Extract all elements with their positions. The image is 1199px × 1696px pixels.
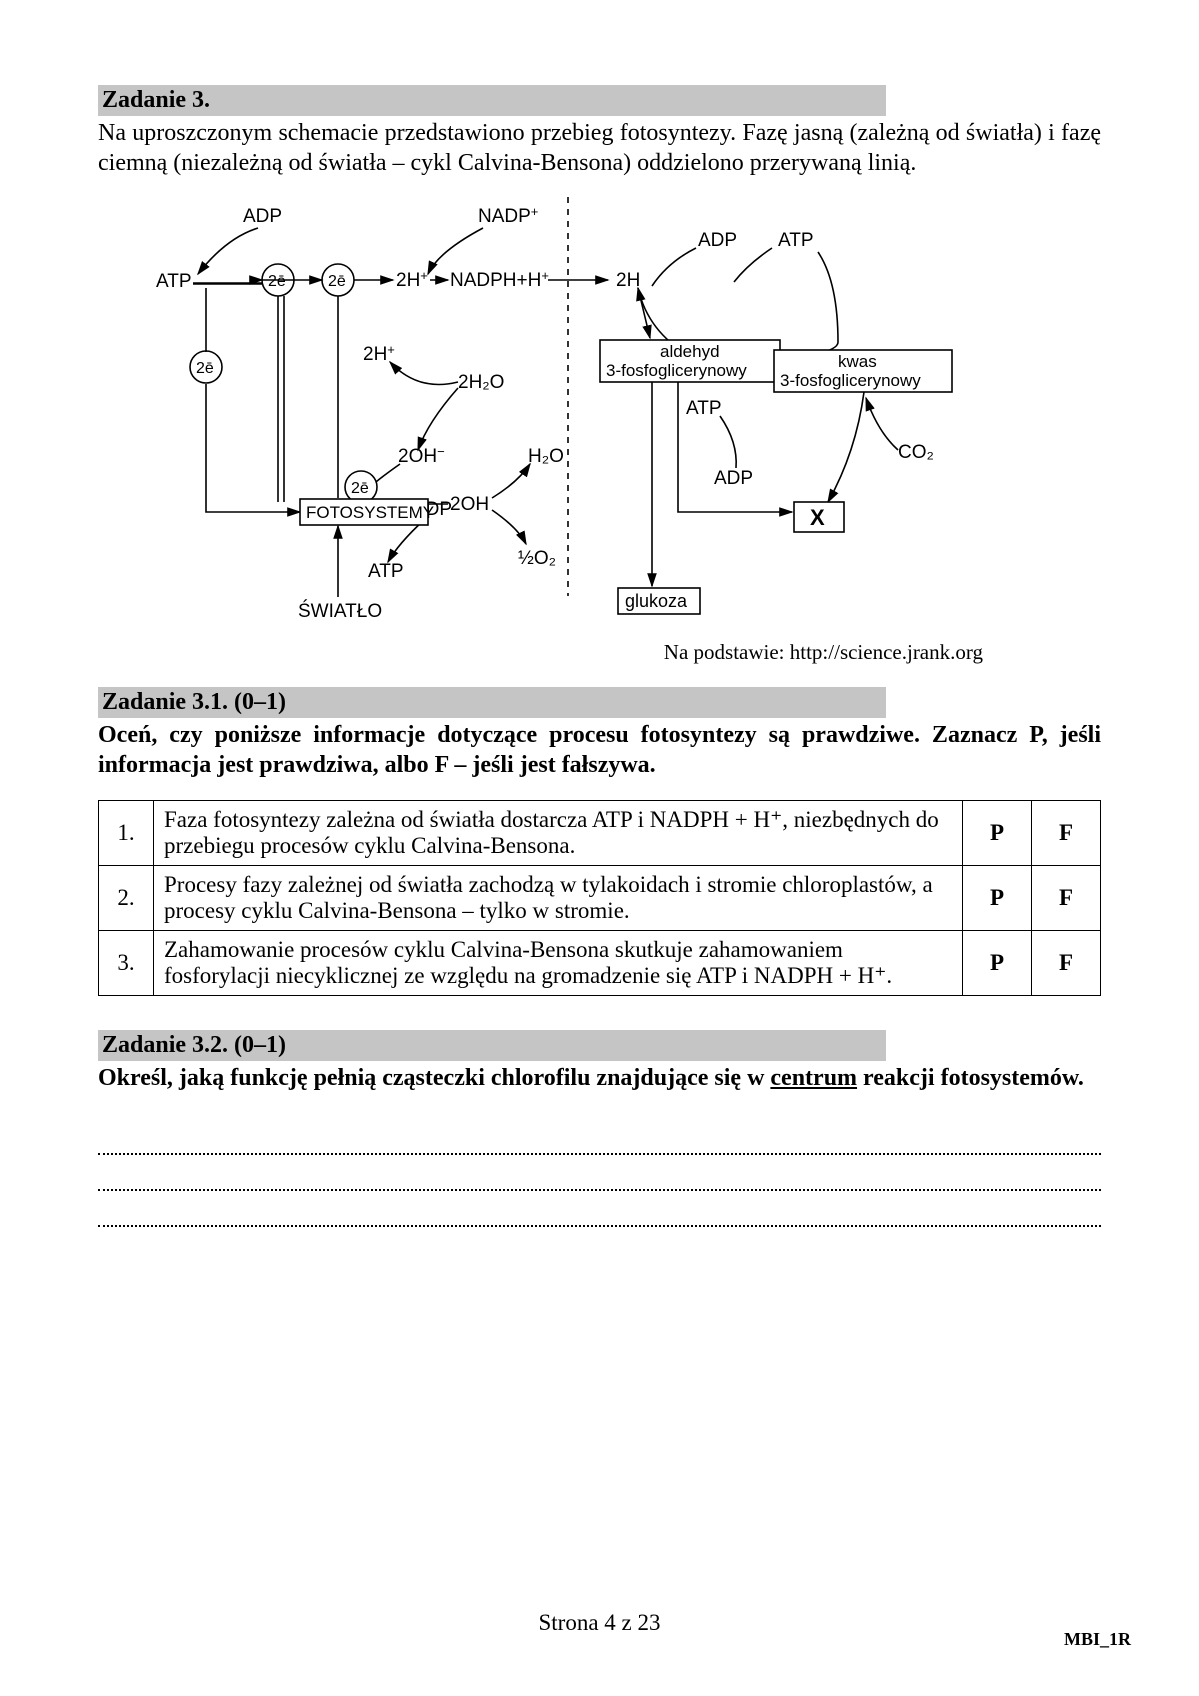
- diagram-source: Na podstawie: http://science.jrank.org: [98, 640, 1101, 665]
- svg-text:NADP+: NADP+: [478, 204, 538, 227]
- row-number: 2.: [99, 866, 154, 931]
- svg-text:ATP: ATP: [778, 230, 814, 251]
- row-text: Procesy fazy zależnej od światła zachodz…: [154, 866, 963, 931]
- task3-header: Zadanie 3.: [98, 85, 886, 116]
- table-row: 2. Procesy fazy zależnej od światła zach…: [99, 866, 1101, 931]
- svg-text:ŚWIATŁO: ŚWIATŁO: [298, 600, 382, 622]
- table-row: 1. Faza fotosyntezy zależna od światła d…: [99, 801, 1101, 866]
- svg-text:X: X: [810, 505, 825, 530]
- svg-text:2ē: 2ē: [328, 273, 346, 290]
- svg-text:½O₂: ½O₂: [518, 548, 556, 569]
- answer-lines[interactable]: [98, 1125, 1101, 1227]
- option-f[interactable]: F: [1032, 931, 1101, 996]
- svg-text:3-fosfoglicerynowy: 3-fosfoglicerynowy: [606, 361, 747, 380]
- page-number: Strona 4 z 23: [0, 1610, 1199, 1636]
- svg-text:ADP: ADP: [698, 230, 737, 251]
- svg-text:2H+: 2H+: [363, 342, 395, 365]
- svg-text:H₂O: H₂O: [528, 446, 564, 467]
- svg-text:ATP: ATP: [368, 561, 404, 582]
- svg-text:glukoza: glukoza: [625, 591, 688, 611]
- svg-text:2H₂O: 2H₂O: [458, 372, 504, 393]
- row-text: Faza fotosyntezy zależna od światła dost…: [154, 801, 963, 866]
- svg-text:2H: 2H: [616, 270, 640, 291]
- svg-text:FOTOSYSTEMY: FOTOSYSTEMY: [306, 503, 434, 522]
- svg-text:2OH−: 2OH−: [398, 444, 445, 467]
- task3-intro: Na uproszczonym schemacie przedstawiono …: [98, 118, 1101, 178]
- row-number: 3.: [99, 931, 154, 996]
- svg-text:ATP: ATP: [156, 271, 192, 292]
- task31-header: Zadanie 3.1. (0–1): [98, 687, 886, 718]
- row-text: Zahamowanie procesów cyklu Calvina-Benso…: [154, 931, 963, 996]
- row-number: 1.: [99, 801, 154, 866]
- svg-text:ATP: ATP: [686, 398, 722, 419]
- option-f[interactable]: F: [1032, 801, 1101, 866]
- svg-text:2ē: 2ē: [196, 360, 214, 377]
- svg-text:2H+: 2H+: [396, 268, 428, 291]
- table-row: 3. Zahamowanie procesów cyklu Calvina-Be…: [99, 931, 1101, 996]
- task32-header: Zadanie 3.2. (0–1): [98, 1030, 886, 1061]
- svg-text:2ē: 2ē: [268, 273, 286, 290]
- svg-text:CO₂: CO₂: [898, 442, 934, 463]
- svg-text:NADPH+H+: NADPH+H+: [450, 268, 549, 291]
- photosynthesis-diagram: ADP ATP 2ē 2ē 2ē 2ē NADP+: [138, 192, 958, 632]
- true-false-table: 1. Faza fotosyntezy zależna od światła d…: [98, 800, 1101, 996]
- task32-instruction: Określ, jaką funkcję pełnią cząsteczki c…: [98, 1063, 1101, 1093]
- option-p[interactable]: P: [963, 866, 1032, 931]
- svg-text:2OH: 2OH: [450, 494, 489, 515]
- svg-text:2ē: 2ē: [351, 480, 369, 497]
- option-p[interactable]: P: [963, 931, 1032, 996]
- svg-text:kwas: kwas: [838, 352, 877, 371]
- doc-code: MBI_1R: [1064, 1629, 1131, 1650]
- option-p[interactable]: P: [963, 801, 1032, 866]
- task31-instruction: Oceń, czy poniższe informacje dotyczące …: [98, 720, 1101, 780]
- svg-text:ADP: ADP: [243, 206, 282, 227]
- svg-text:ADP: ADP: [714, 468, 753, 489]
- svg-text:3-fosfoglicerynowy: 3-fosfoglicerynowy: [780, 371, 921, 390]
- option-f[interactable]: F: [1032, 866, 1101, 931]
- svg-text:aldehyd: aldehyd: [660, 342, 720, 361]
